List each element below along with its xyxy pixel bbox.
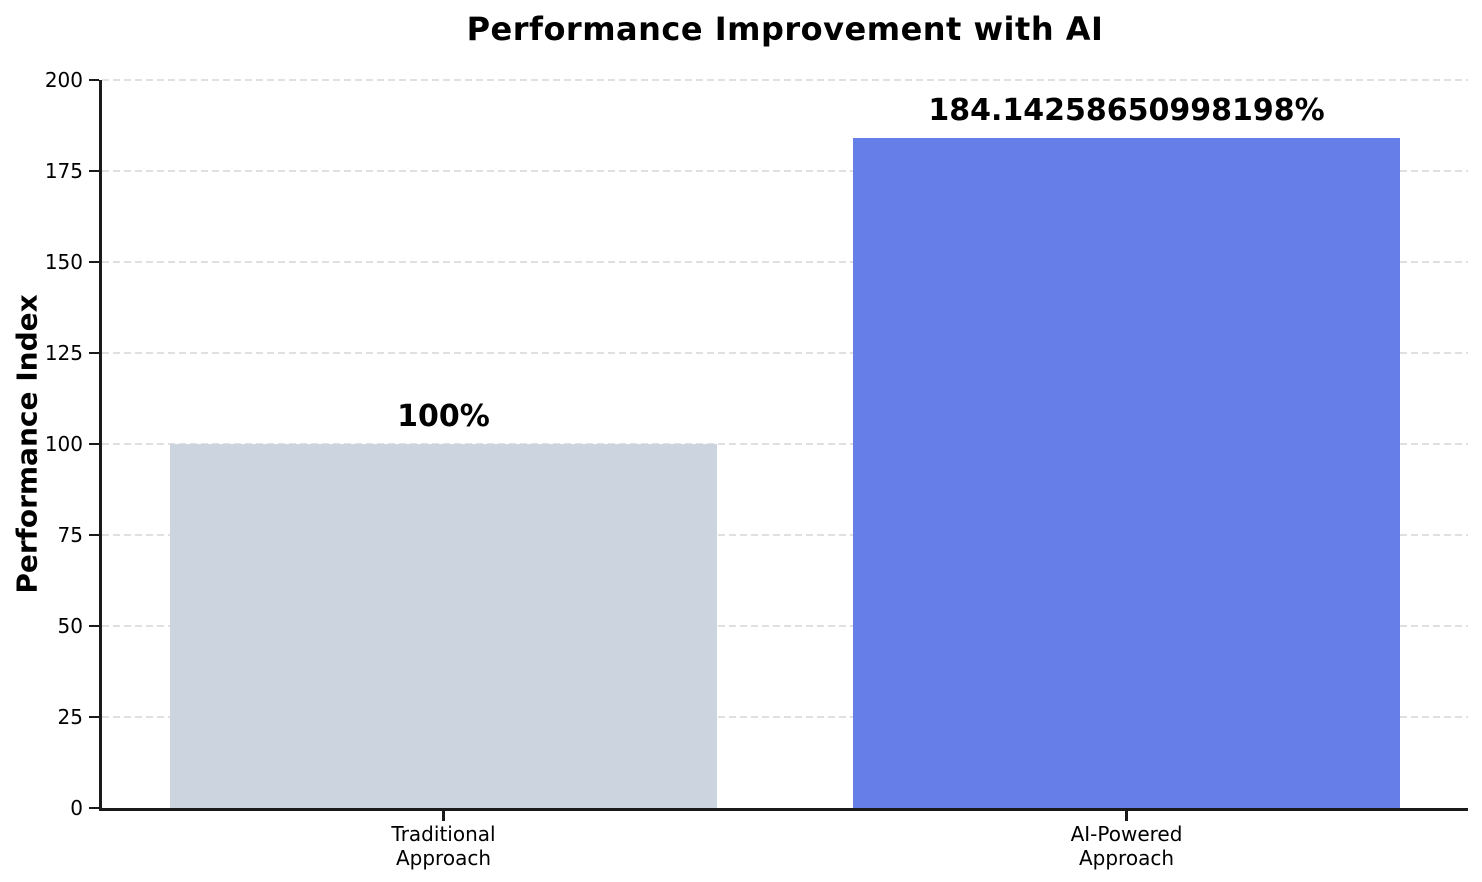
y-tick-mark [89,442,99,446]
gridline-y-75 [102,534,1468,536]
bar-value-label: 100% [397,399,490,434]
y-tick-label: 75 [57,523,83,547]
gridline-y-150 [102,261,1468,263]
chart-title: Performance Improvement with AI [466,10,1104,48]
gridline-y-50 [102,625,1468,627]
bar-1 [853,137,1400,808]
y-tick-mark [89,78,99,82]
x-tick-mark [442,811,445,821]
y-axis-spine [99,80,102,811]
y-tick-label: 125 [44,341,83,365]
bar-0 [170,444,717,808]
y-axis-label: Performance Index [10,294,44,594]
y-tick-label: 0 [70,796,83,820]
x-axis-spine [99,808,1468,811]
y-tick-mark [89,260,99,264]
gridline-y-25 [102,716,1468,718]
y-tick-label: 25 [57,705,83,729]
y-tick-label: 100 [44,432,83,456]
gridline-y-125 [102,352,1468,354]
y-tick-mark [89,169,99,173]
gridline-y-175 [102,170,1468,172]
y-tick-mark [89,715,99,719]
gridline-y-100 [102,443,1468,445]
y-tick-mark [89,806,99,810]
y-tick-label: 50 [57,614,83,638]
y-tick-mark [89,624,99,628]
y-tick-label: 200 [44,68,83,92]
y-tick-label: 175 [44,159,83,183]
x-tick-label: Traditional Approach [391,822,496,870]
y-tick-mark [89,533,99,537]
plot-area: 0 25 50 75 100 125 150 175 200 Traditional Appro… [45,68,1468,870]
gridline-y-200 [102,79,1468,81]
bar-value-label: 184.14258650998198% [928,92,1325,128]
x-tick-label: AI-Powered Approach [1070,822,1183,870]
y-tick-mark [89,351,99,355]
y-tick-label: 150 [44,250,83,274]
x-tick-mark [1125,811,1128,821]
